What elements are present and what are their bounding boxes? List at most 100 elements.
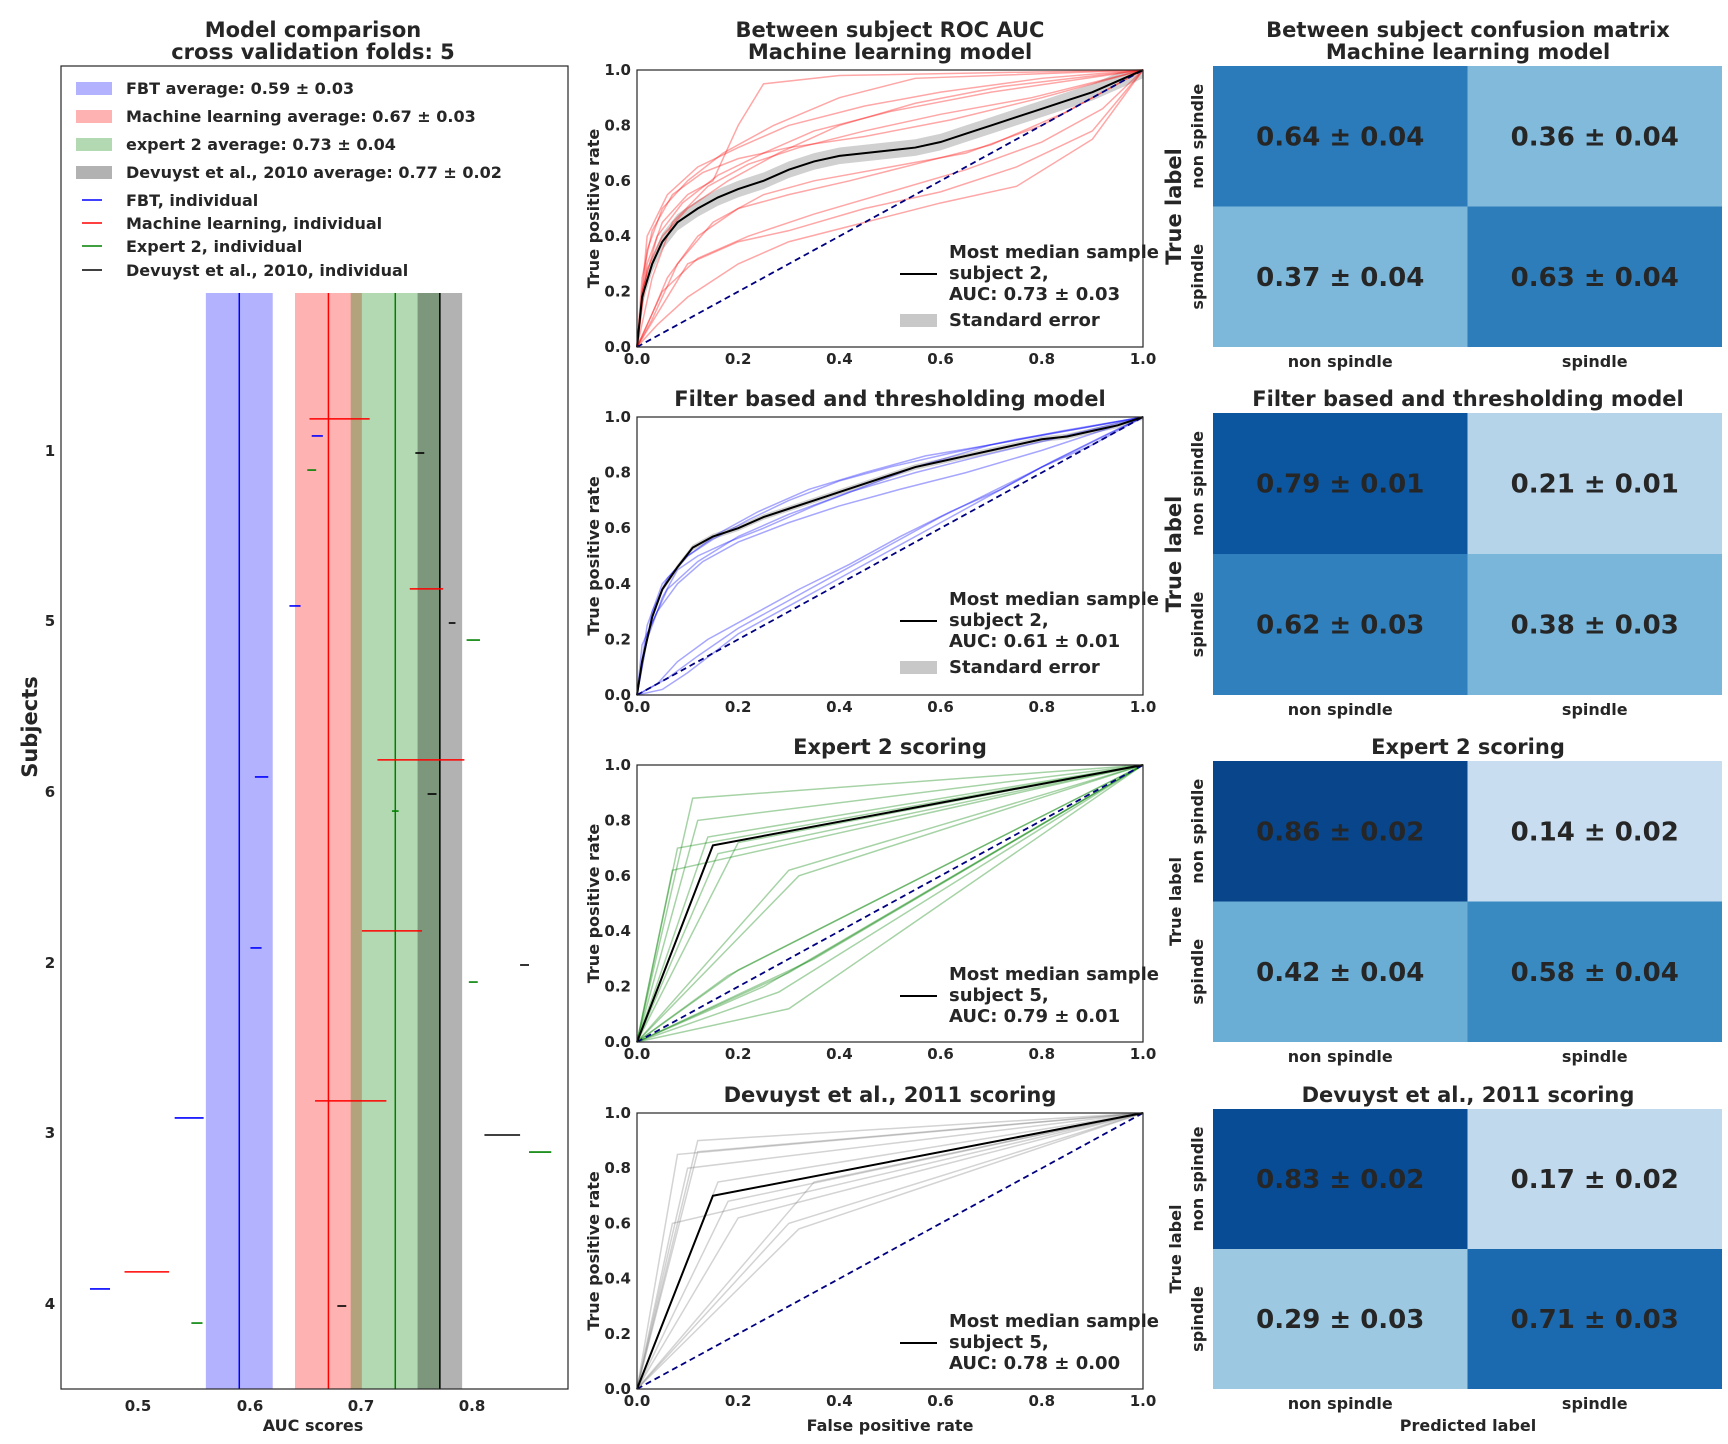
roc-x-tick-label: 0.6 (927, 1392, 954, 1410)
roc-individual-curve (636, 416, 1144, 696)
roc-x-tick-label: 0.8 (1029, 1392, 1056, 1410)
cm-y-label: True label (1166, 857, 1185, 946)
model-comparison-subtitle: cross validation folds: 5 (171, 40, 455, 64)
roc-median-curve (636, 69, 1144, 348)
roc-y-tick-label: 0.4 (604, 922, 631, 940)
model-comparison-x-ticks: 0.5 0.6 0.7 0.8 (125, 1397, 486, 1415)
cm-cell-value: 0.62 ± 0.03 (1256, 611, 1424, 641)
cm-title: Expert 2 scoring (1371, 735, 1565, 759)
roc-x-tick-label: 0.6 (927, 1045, 954, 1063)
roc-individual-curve (636, 416, 1144, 696)
individual-intervals (89, 418, 552, 1324)
roc-y-tick-label: 0.8 (604, 811, 631, 829)
roc-title-line: Between subject ROC AUC (736, 18, 1045, 42)
roc-individual-curve (636, 1112, 1144, 1390)
cm-x-tick-label: non spindle (1288, 352, 1393, 371)
roc-x-tick-label: 0.4 (826, 698, 853, 716)
roc-x-tick-label: 0.6 (927, 350, 954, 368)
cm-cell-value: 0.63 ± 0.04 (1511, 263, 1679, 293)
confusion-matrix-expert: Expert 2 scoring 0.86 ± 0.02 0.14 ± 0.02 0… (1166, 735, 1722, 1066)
legend-label-median: Most median sample (949, 964, 1159, 985)
model-comparison-x-label: AUC scores (263, 1416, 363, 1435)
model-comparison-legend: FBT average: 0.59 ± 0.03 Machine learnin… (76, 79, 502, 280)
cm-cell (1467, 901, 1722, 1042)
cm-cell (1213, 761, 1468, 902)
roc-plot-area (636, 416, 1144, 696)
legend-label-median-auc: AUC: 0.73 ± 0.03 (949, 284, 1120, 305)
roc-y-tick-label: 0.2 (604, 978, 631, 996)
legend-label-median-subject: subject 5, (949, 1332, 1049, 1353)
model-comparison-y-label: Subjects (18, 676, 42, 778)
roc-x-label: False positive rate (807, 1416, 974, 1435)
roc-plot-area (636, 1112, 1144, 1390)
roc-x-tick-label: 0.8 (1029, 350, 1056, 368)
cm-cell (1213, 554, 1468, 695)
roc-individual-curve (636, 1112, 1144, 1390)
roc-individual-curve (636, 764, 1144, 1043)
roc-y-tick-label: 0.8 (604, 464, 631, 482)
legend-patch-fbt (76, 82, 112, 95)
cm-x-tick-label: non spindle (1288, 700, 1393, 719)
roc-individual-curve (636, 1112, 1144, 1390)
roc-y-tick-label: 0.6 (604, 1214, 631, 1232)
cm-title-line: Machine learning model (1326, 40, 1610, 64)
cm-x-label: Predicted label (1400, 1416, 1536, 1435)
roc-individual-curve (636, 69, 1144, 348)
legend-patch-devuyst (76, 166, 112, 179)
roc-x-tick-label: 0.6 (927, 698, 954, 716)
cm-cell-value: 0.17 ± 0.02 (1511, 1165, 1679, 1195)
roc-legend: Most median sample subject 2, AUC: 0.73 … (900, 242, 1159, 331)
roc-individual-curve (636, 764, 1144, 1043)
roc-individual-curve (636, 1112, 1144, 1390)
roc-y-label: True positive rate (584, 824, 603, 984)
roc-y-tick-label: 0.6 (604, 867, 631, 885)
x-tick-label: 0.7 (348, 1397, 375, 1415)
y-tick-label: 5 (45, 612, 55, 630)
roc-individual-curve (636, 69, 1144, 348)
cm-cell (1213, 413, 1468, 554)
cm-y-tick-label: spindle (1188, 244, 1207, 310)
legend-label-median: Most median sample (949, 1311, 1159, 1332)
roc-individual-curve (636, 764, 1144, 1043)
legend-label-expert-average: expert 2 average: 0.73 ± 0.04 (126, 135, 396, 154)
cm-title: Filter based and thresholding model (1252, 387, 1683, 411)
roc-title: Filter based and thresholding model (674, 387, 1105, 411)
roc-x-tick-label: 0.2 (725, 698, 752, 716)
roc-panel-devuyst: Devuyst et al., 2011 scoring 0.00.0 0.2 0.… (584, 1083, 1159, 1435)
cm-y-label: True label (1162, 496, 1186, 613)
cm-cell-value: 0.86 ± 0.02 (1256, 817, 1424, 847)
cm-y-label: True label (1162, 148, 1186, 265)
roc-plot-area (636, 69, 1144, 348)
roc-x-tick-label: 1.0 (1130, 1392, 1157, 1410)
legend-patch-standard-error (900, 314, 937, 327)
legend-label-median-subject: subject 2, (949, 263, 1049, 284)
roc-y-tick-label: 0.4 (604, 575, 631, 593)
cm-cell (1213, 66, 1468, 207)
legend-label-median-subject: subject 5, (949, 985, 1049, 1006)
legend-label-expert-individual: Expert 2, individual (126, 237, 302, 256)
roc-y-label: True positive rate (584, 476, 603, 636)
legend-label-median: Most median sample (949, 242, 1159, 263)
roc-individual-curve (636, 69, 1144, 348)
roc-x-tick-label: 0.4 (826, 1045, 853, 1063)
roc-y-tick-label: 0.2 (604, 283, 631, 301)
cm-cell (1467, 761, 1722, 902)
roc-x-tick-label: 0.2 (725, 350, 752, 368)
roc-x-tick-label: 0.8 (1029, 1045, 1056, 1063)
cm-cell-value: 0.83 ± 0.02 (1256, 1165, 1424, 1195)
roc-individual-curve (636, 416, 1144, 696)
cm-cell-value: 0.79 ± 0.01 (1256, 470, 1424, 500)
roc-title: Devuyst et al., 2011 scoring (724, 1083, 1057, 1107)
roc-individual-curve (636, 69, 1144, 348)
roc-x-tick-label: 0.4 (826, 1392, 853, 1410)
roc-individual-curve (636, 764, 1144, 1043)
x-tick-label: 0.5 (125, 1397, 152, 1415)
roc-individual-curve (636, 764, 1144, 1043)
roc-y-tick-label: 0.4 (604, 1270, 631, 1288)
roc-title-line: Machine learning model (748, 40, 1032, 64)
cm-y-label: True label (1166, 1205, 1185, 1294)
cm-x-tick-label: spindle (1562, 1394, 1628, 1413)
roc-individual-curve (636, 69, 1144, 348)
roc-individual-curve (636, 1112, 1144, 1390)
